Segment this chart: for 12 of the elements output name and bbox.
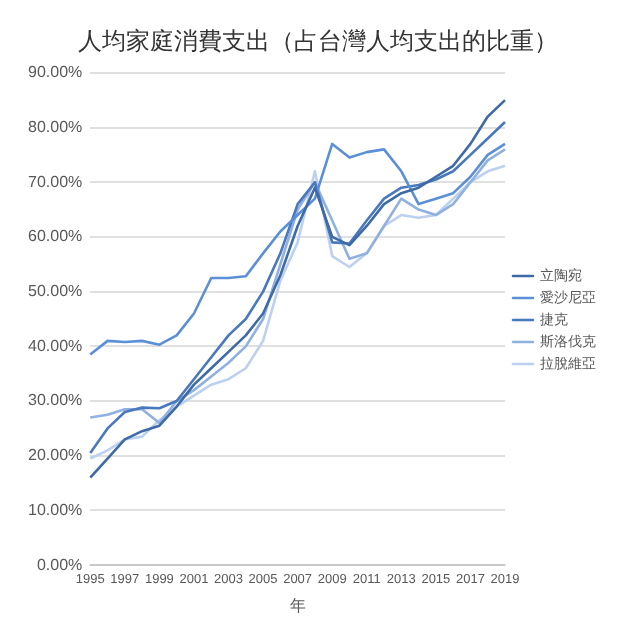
y-tick-label: 40.00% <box>27 336 83 355</box>
y-tick-label: 80.00% <box>27 117 83 136</box>
y-tick-label: 60.00% <box>27 227 83 246</box>
y-tick-label: 20.00% <box>27 446 83 465</box>
y-tick-label: 50.00% <box>27 282 83 301</box>
y-tick-label: 30.00% <box>27 391 83 410</box>
chart-title: 人均家庭消費支出（占台灣人均支出的比重） <box>78 27 558 56</box>
y-tick-label: 90.00% <box>27 63 83 82</box>
y-tick-label: 10.00% <box>27 500 83 519</box>
y-tick-label: 70.00% <box>27 172 83 191</box>
x-axis-title: 年 <box>289 596 306 615</box>
y-tick-label: 0.00% <box>36 555 83 574</box>
